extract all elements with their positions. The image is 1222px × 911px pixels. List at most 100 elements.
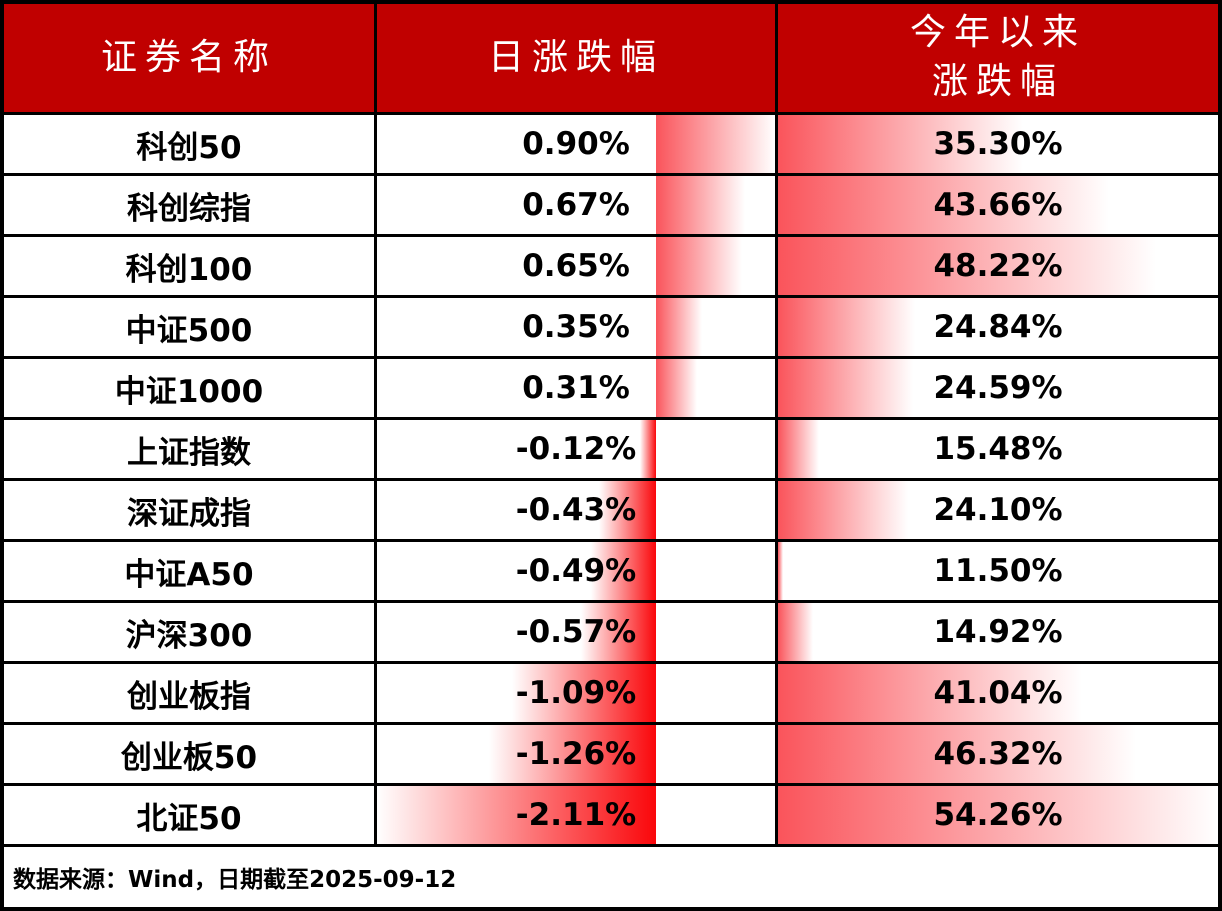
ytd-change-bar (778, 481, 908, 539)
daily-change-cell: -0.49% (377, 542, 778, 603)
daily-change-value: -1.26% (515, 736, 637, 772)
ytd-change-value: 54.26% (933, 797, 1063, 833)
ytd-change-cell: 14.92% (778, 603, 1218, 664)
security-name: 中证500 (125, 312, 253, 349)
table-row: 创业板50 -1.26% 46.32% (4, 725, 1218, 786)
header-ytd-change: 今年以来 涨跌幅 (778, 4, 1218, 115)
security-name: 科创50 (136, 129, 242, 166)
ytd-change-cell: 24.59% (778, 359, 1218, 420)
daily-change-bar (599, 481, 656, 539)
ytd-change-cell: 41.04% (778, 664, 1218, 725)
daily-change-bar (655, 237, 742, 295)
daily-change-cell: -1.09% (377, 664, 778, 725)
header-security-name-label: 证券名称 (100, 36, 277, 78)
table-row: 科创50 0.90% 35.30% (4, 115, 1218, 176)
daily-change-bar (655, 298, 703, 356)
ytd-change-value: 41.04% (933, 675, 1063, 711)
daily-change-cell: -1.26% (377, 725, 778, 786)
ytd-change-bar (778, 176, 1109, 234)
ytd-change-bar (778, 115, 1023, 173)
daily-change-bar (489, 725, 656, 783)
daily-change-bar (640, 420, 656, 478)
daily-change-value: 0.90% (522, 126, 630, 162)
header-daily-change: 日涨跌幅 (377, 4, 778, 115)
source-note: 数据来源：Wind，日期截至2025-09-12 (13, 867, 457, 893)
ytd-change-bar (778, 542, 784, 600)
ytd-change-cell: 46.32% (778, 725, 1218, 786)
daily-change-value: 0.31% (522, 370, 630, 406)
table-row: 科创100 0.65% 48.22% (4, 237, 1218, 298)
ytd-change-value: 43.66% (933, 187, 1063, 223)
daily-change-value: -0.49% (515, 553, 637, 589)
ytd-change-bar (778, 603, 814, 661)
security-name-cell: 上证指数 (4, 420, 377, 481)
header-security-name: 证券名称 (4, 4, 377, 115)
security-name-cell: 沪深300 (4, 603, 377, 664)
table-row: 北证50 -2.11% 54.26% (4, 786, 1218, 847)
security-name: 沪深300 (125, 617, 253, 654)
security-name: 科创综指 (127, 190, 251, 227)
ytd-change-bar (778, 298, 916, 356)
security-name: 北证50 (136, 800, 242, 837)
footer-row: 数据来源：Wind，日期截至2025-09-12 (4, 847, 1218, 907)
ytd-change-cell: 24.84% (778, 298, 1218, 359)
ytd-change-value: 46.32% (933, 736, 1063, 772)
ytd-change-cell: 35.30% (778, 115, 1218, 176)
daily-change-bar (591, 542, 656, 600)
security-name-cell: 北证50 (4, 786, 377, 847)
daily-change-bar (655, 115, 775, 173)
ytd-change-value: 24.10% (933, 492, 1063, 528)
security-name-cell: 科创100 (4, 237, 377, 298)
header-daily-change-label: 日涨跌幅 (487, 36, 664, 78)
daily-change-cell: 0.31% (377, 359, 778, 420)
ytd-change-cell: 48.22% (778, 237, 1218, 298)
security-name-cell: 科创50 (4, 115, 377, 176)
daily-change-cell: 0.35% (377, 298, 778, 359)
table-row: 中证500 0.35% 24.84% (4, 298, 1218, 359)
daily-change-value: 0.35% (522, 309, 630, 345)
daily-change-cell: -0.43% (377, 481, 778, 542)
table-row: 创业板指 -1.09% 41.04% (4, 664, 1218, 725)
table-body: 科创50 0.90% 35.30% 科创综指 0.67% 43.66% 科创10… (4, 115, 1218, 847)
daily-change-value: -0.12% (515, 431, 637, 467)
ytd-change-value: 35.30% (933, 126, 1063, 162)
table-row: 中证A50 -0.49% 11.50% (4, 542, 1218, 603)
security-name-cell: 中证500 (4, 298, 377, 359)
ytd-change-bar (778, 664, 1082, 722)
table-row: 中证1000 0.31% 24.59% (4, 359, 1218, 420)
daily-change-value: -2.11% (515, 797, 637, 833)
ytd-change-value: 14.92% (933, 614, 1063, 650)
ytd-change-value: 24.84% (933, 309, 1063, 345)
daily-change-cell: 0.90% (377, 115, 778, 176)
table-row: 沪深300 -0.57% 14.92% (4, 603, 1218, 664)
header-ytd-change-line1: 今年以来 (909, 12, 1086, 54)
daily-change-bar (580, 603, 656, 661)
daily-change-cell: 0.67% (377, 176, 778, 237)
ytd-change-value: 48.22% (933, 248, 1063, 284)
ytd-change-bar (778, 359, 913, 417)
ytd-change-bar (778, 237, 1156, 295)
ytd-change-bar (778, 786, 1218, 844)
table-row: 上证指数 -0.12% 15.48% (4, 420, 1218, 481)
daily-change-bar (655, 359, 697, 417)
ytd-change-value: 24.59% (933, 370, 1063, 406)
daily-change-cell: -0.12% (377, 420, 778, 481)
security-name: 中证A50 (124, 556, 254, 593)
ytd-change-cell: 54.26% (778, 786, 1218, 847)
security-name-cell: 创业板50 (4, 725, 377, 786)
security-name: 创业板50 (120, 739, 258, 776)
security-name-cell: 中证1000 (4, 359, 377, 420)
daily-change-bar (377, 786, 656, 844)
security-name-cell: 创业板指 (4, 664, 377, 725)
ytd-change-cell: 15.48% (778, 420, 1218, 481)
header-ytd-change-line2: 涨跌幅 (931, 61, 1064, 102)
daily-change-value: -0.57% (515, 614, 637, 650)
daily-change-bar (655, 176, 745, 234)
ytd-change-value: 11.50% (933, 553, 1063, 589)
ytd-change-value: 15.48% (933, 431, 1063, 467)
table-row: 科创综指 0.67% 43.66% (4, 176, 1218, 237)
security-name: 深证成指 (127, 495, 251, 532)
daily-change-cell: 0.65% (377, 237, 778, 298)
daily-change-cell: -2.11% (377, 786, 778, 847)
